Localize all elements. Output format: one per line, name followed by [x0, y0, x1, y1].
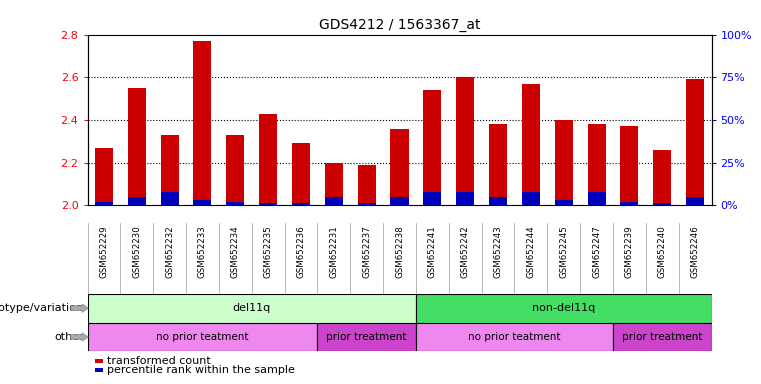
Bar — [390, 129, 409, 205]
Text: GSM652241: GSM652241 — [428, 225, 437, 278]
Bar — [653, 150, 671, 205]
Bar — [358, 203, 376, 205]
Text: GSM652233: GSM652233 — [198, 225, 207, 278]
Bar — [193, 41, 212, 205]
Text: GSM652242: GSM652242 — [460, 225, 470, 278]
Bar — [489, 197, 507, 205]
Text: GSM652245: GSM652245 — [559, 225, 568, 278]
Text: GSM652235: GSM652235 — [263, 225, 272, 278]
Bar — [522, 192, 540, 205]
Text: GSM652240: GSM652240 — [658, 225, 667, 278]
Text: GSM652231: GSM652231 — [330, 225, 339, 278]
Bar — [259, 114, 277, 205]
Text: percentile rank within the sample: percentile rank within the sample — [107, 365, 295, 375]
Bar — [587, 124, 606, 205]
Bar — [226, 202, 244, 205]
Text: GSM652230: GSM652230 — [132, 225, 142, 278]
Bar — [613, 323, 712, 351]
Bar — [620, 126, 638, 205]
Bar — [226, 135, 244, 205]
Text: transformed count: transformed count — [107, 356, 211, 366]
Bar — [416, 294, 712, 323]
Text: GSM652232: GSM652232 — [165, 225, 174, 278]
Bar — [88, 323, 317, 351]
Bar — [489, 124, 507, 205]
Bar — [620, 202, 638, 205]
Bar — [317, 323, 416, 351]
Bar — [193, 200, 212, 205]
Text: other: other — [54, 332, 84, 342]
Text: GSM652239: GSM652239 — [625, 225, 634, 278]
Bar — [161, 192, 179, 205]
Bar — [325, 163, 343, 205]
Bar — [555, 200, 573, 205]
Text: genotype/variation: genotype/variation — [0, 303, 84, 313]
Text: GSM652247: GSM652247 — [592, 225, 601, 278]
Bar — [95, 202, 113, 205]
Bar — [686, 197, 704, 205]
Bar — [686, 79, 704, 205]
Bar — [555, 120, 573, 205]
Text: no prior teatment: no prior teatment — [468, 332, 561, 342]
Bar — [522, 84, 540, 205]
Text: GSM652237: GSM652237 — [362, 225, 371, 278]
Text: non-del11q: non-del11q — [532, 303, 595, 313]
Text: GSM652229: GSM652229 — [100, 225, 108, 278]
Bar — [88, 294, 416, 323]
Text: GSM652243: GSM652243 — [494, 225, 502, 278]
Bar — [128, 88, 146, 205]
Bar — [390, 197, 409, 205]
Text: GSM652234: GSM652234 — [231, 225, 240, 278]
Text: prior treatment: prior treatment — [326, 332, 407, 342]
Bar — [95, 148, 113, 205]
Bar — [358, 165, 376, 205]
Text: GSM652236: GSM652236 — [297, 225, 305, 278]
Bar — [423, 90, 441, 205]
Bar — [416, 323, 613, 351]
Bar — [292, 203, 310, 205]
Bar — [259, 203, 277, 205]
Text: no prior teatment: no prior teatment — [156, 332, 249, 342]
Text: GSM652244: GSM652244 — [527, 225, 536, 278]
Text: GSM652246: GSM652246 — [691, 225, 699, 278]
Bar — [325, 197, 343, 205]
Bar — [128, 197, 146, 205]
Bar — [456, 192, 474, 205]
Bar — [423, 192, 441, 205]
Title: GDS4212 / 1563367_at: GDS4212 / 1563367_at — [319, 18, 480, 32]
Bar — [587, 192, 606, 205]
Bar — [456, 77, 474, 205]
Bar — [292, 144, 310, 205]
Bar — [653, 203, 671, 205]
Bar — [161, 135, 179, 205]
Text: GSM652238: GSM652238 — [395, 225, 404, 278]
Text: del11q: del11q — [233, 303, 271, 313]
Text: prior treatment: prior treatment — [622, 332, 702, 342]
